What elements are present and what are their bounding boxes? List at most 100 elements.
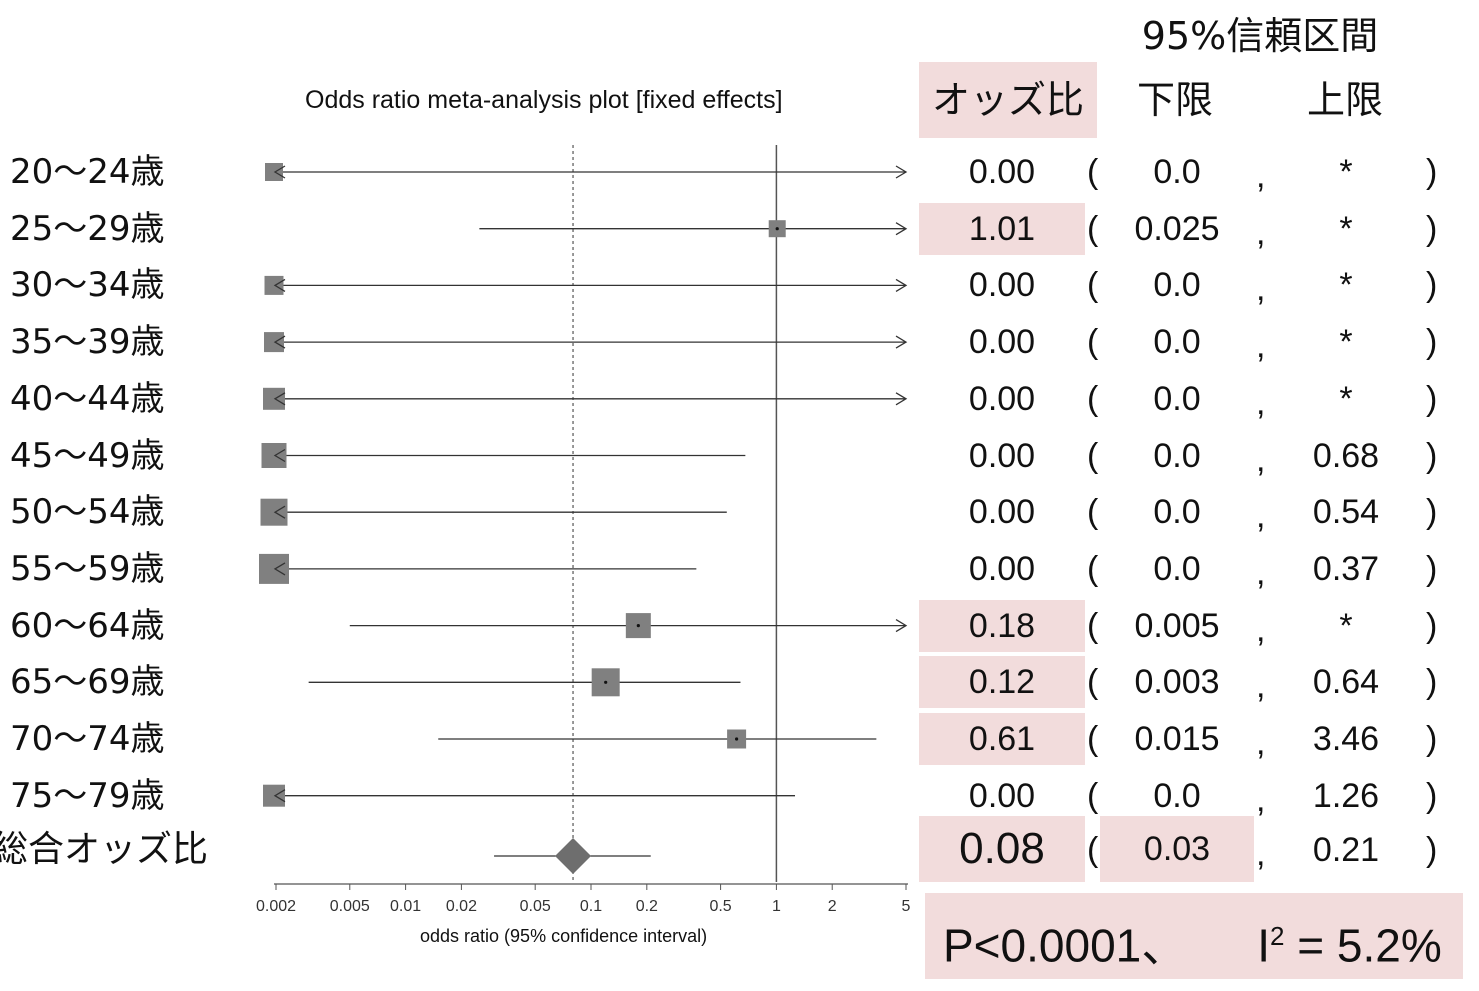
lower-value: 0.0	[1153, 379, 1201, 418]
or-value: 0.00	[968, 436, 1036, 475]
x-tick-label: 0.2	[636, 898, 658, 915]
comma: ,	[1256, 270, 1266, 309]
ci-arrow-left	[273, 448, 286, 463]
upper-value: *	[1339, 379, 1353, 418]
close-paren: )	[1426, 379, 1438, 418]
pooled-row-label: 総合オッズ比	[0, 829, 209, 870]
open-paren: (	[1087, 549, 1099, 588]
or-value: 0.00	[968, 549, 1036, 588]
open-paren: (	[1087, 323, 1099, 362]
upper-value: 0.68	[1312, 436, 1380, 475]
row-label: 50～54歳	[10, 492, 165, 533]
x-tick-label: 2	[828, 898, 837, 915]
open-paren: (	[1087, 720, 1099, 758]
or-value: 0.61	[919, 713, 1085, 765]
ci-arrow-left	[273, 335, 286, 349]
comma: ,	[1256, 497, 1266, 536]
lower-value: 0.0	[1153, 549, 1201, 588]
comma: ,	[1256, 157, 1266, 195]
lower-value: 0.0	[1153, 436, 1201, 475]
close-paren: )	[1426, 606, 1438, 645]
upper-value: *	[1339, 606, 1353, 645]
ci-arrow-right	[895, 619, 908, 633]
lower-value: 0.0	[1153, 266, 1201, 305]
close-paren: )	[1426, 153, 1438, 191]
or-value: 0.00	[968, 153, 1036, 191]
open-paren: (	[1087, 379, 1099, 418]
ci-arrow-right	[895, 165, 908, 179]
close-paren: )	[1426, 776, 1438, 815]
or-header: オッズ比	[919, 62, 1097, 138]
lower-value: 0.0	[1153, 323, 1201, 362]
row-label: 35～39歳	[10, 322, 165, 363]
ci-arrow-right	[895, 278, 908, 292]
ci-arrow-right	[895, 335, 908, 349]
comma: ,	[1256, 213, 1266, 252]
or-value: 0.00	[968, 266, 1036, 305]
close-paren: )	[1426, 663, 1438, 702]
x-tick-label: 0.1	[580, 898, 602, 915]
ci-arrow-left	[273, 562, 286, 576]
comma: ,	[1256, 553, 1266, 592]
x-tick-label: 0.002	[256, 898, 296, 915]
upper-value: *	[1339, 209, 1353, 248]
comma: ,	[1256, 610, 1266, 649]
i2-superscript: 2	[1270, 921, 1285, 951]
row-label: 75～79歳	[10, 775, 165, 816]
ci-arrow-left	[273, 165, 286, 179]
close-paren: )	[1426, 266, 1438, 305]
open-paren: (	[1087, 663, 1099, 702]
x-tick-label: 1	[772, 898, 781, 915]
pooled-lower-value: 0.03	[1100, 816, 1254, 882]
open-paren: (	[1087, 493, 1099, 532]
ci-arrow-right	[895, 392, 908, 406]
open-paren: (	[1087, 436, 1099, 475]
open-paren: (	[1087, 776, 1099, 815]
x-tick-label: 0.01	[390, 898, 421, 915]
estimate-point	[604, 680, 608, 684]
ci-arrow-left	[273, 789, 286, 803]
or-value: 0.00	[968, 776, 1036, 815]
pooled-or-value: 0.08	[919, 816, 1085, 882]
x-tick-label: 0.05	[520, 898, 551, 915]
lower-value: 0.0	[1153, 493, 1201, 532]
upper-value: *	[1339, 153, 1353, 191]
estimate-point	[735, 737, 739, 741]
upper-value: 0.37	[1312, 549, 1380, 588]
or-value: 0.00	[968, 493, 1036, 532]
x-axis-label: odds ratio (95% confidence interval)	[420, 926, 708, 946]
lower-value: 0.005	[1134, 606, 1220, 645]
open-paren: (	[1087, 209, 1099, 248]
upper-value: *	[1339, 266, 1353, 305]
estimate-point	[775, 227, 779, 231]
estimate-point	[636, 624, 640, 628]
comma: ,	[1256, 667, 1266, 706]
x-tick-label: 0.5	[709, 898, 731, 915]
lower-value: 0.0	[1153, 153, 1201, 191]
x-tick-label: 0.02	[446, 898, 477, 915]
x-tick-label: 0.005	[330, 898, 370, 915]
i2-value: = 5.2%	[1284, 919, 1442, 972]
upper-value: 0.64	[1312, 663, 1380, 702]
open-paren: (	[1087, 266, 1099, 305]
comma: ,	[1256, 383, 1266, 422]
comma: ,	[1256, 835, 1266, 873]
row-label: 30～34歳	[10, 265, 165, 306]
comma: ,	[1256, 724, 1266, 762]
lower-value: 0.0	[1153, 776, 1201, 815]
p-value-text: P<0.0001、	[943, 919, 1188, 972]
upper-value: 0.54	[1312, 493, 1380, 532]
open-paren: (	[1087, 153, 1099, 191]
ci-arrow-left	[273, 505, 286, 519]
close-paren: )	[1426, 436, 1438, 475]
lower-value: 0.003	[1134, 663, 1220, 702]
lower-value: 0.025	[1134, 209, 1220, 248]
row-label: 20～24歳	[10, 152, 165, 192]
close-paren: )	[1426, 831, 1438, 869]
close-paren: )	[1426, 493, 1438, 532]
close-paren: )	[1426, 209, 1438, 248]
ci-arrow-right	[895, 222, 908, 236]
row-label: 55～59歳	[10, 548, 165, 589]
stats-box: P<0.0001、 I2 = 5.2%	[925, 893, 1463, 979]
